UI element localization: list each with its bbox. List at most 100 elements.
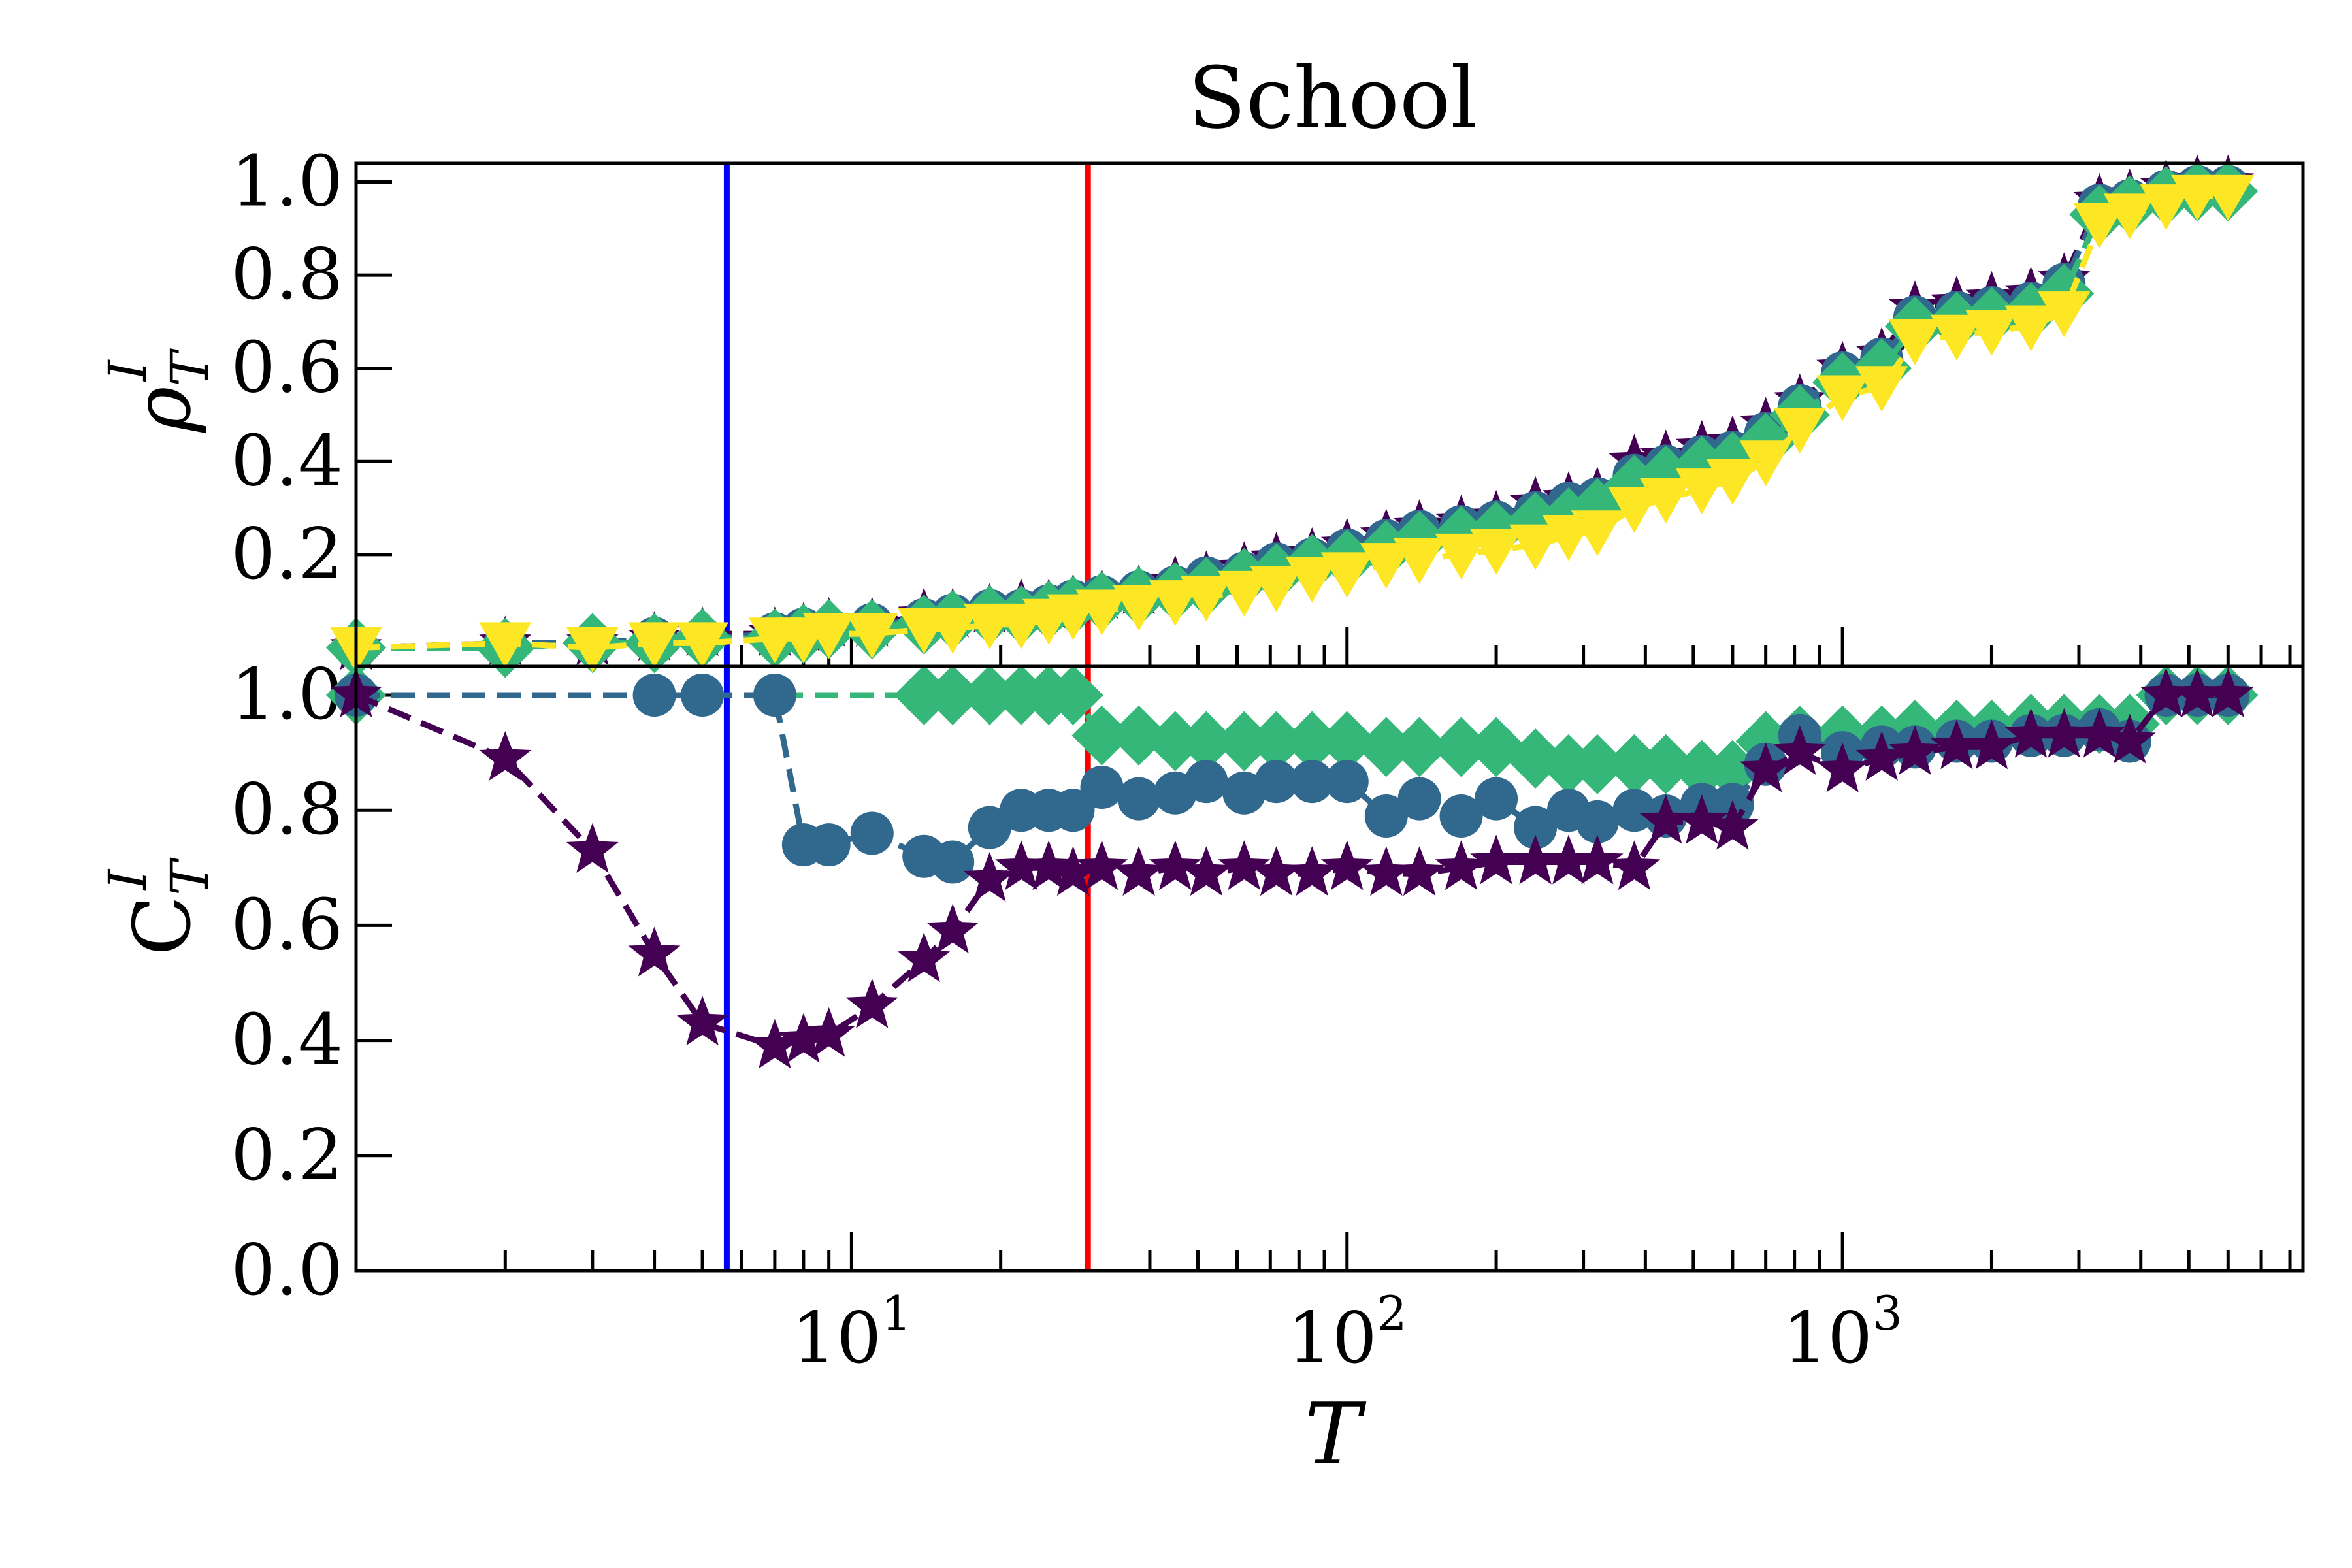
data-point-star: [479, 731, 532, 781]
data-point-star: [1047, 846, 1100, 896]
y-tick-label: 0.4: [231, 420, 343, 502]
data-point-triangle-down: [1250, 566, 1303, 612]
data-point-triangle-down: [2038, 291, 2091, 338]
data-point-triangle-down: [1639, 478, 1692, 524]
data-point-diamond: [1282, 711, 1343, 772]
data-point-triangle-down: [845, 613, 898, 659]
data-point-star: [1250, 846, 1303, 896]
data-point-circle: [1184, 760, 1228, 804]
data-point-diamond: [1071, 705, 1132, 766]
data-point-star: [1739, 742, 1792, 792]
data-point-triangle-down: [1706, 459, 1759, 505]
data-point-circle: [1051, 789, 1095, 832]
data-point-triangle-down: [2140, 184, 2193, 231]
data-point-triangle-down: [1218, 570, 1271, 617]
data-point-star: [845, 978, 898, 1028]
data-point-triangle-down: [566, 627, 619, 673]
data-point-triangle-down: [1075, 589, 1128, 636]
bottom-y-axis-label-subscript: T: [159, 857, 220, 896]
data-point-star: [1931, 719, 1983, 770]
series-line-star: [355, 692, 2229, 1050]
data-point-diamond: [1316, 711, 1377, 772]
data-point-triangle-down: [1675, 468, 1728, 515]
data-point-diamond: [923, 665, 983, 726]
data-point-star: [1360, 846, 1413, 896]
data-point-star: [1675, 794, 1728, 844]
top-y-axis-label: ρTI: [97, 348, 220, 434]
data-point-circle: [1364, 794, 1408, 838]
data-point-circle: [1117, 777, 1161, 821]
svg-text:ρTI: ρTI: [97, 348, 220, 434]
data-point-star: [1571, 834, 1624, 885]
bottom-y-axis-label-symbol: C: [118, 896, 208, 956]
top-y-axis-label-subscript: T: [159, 348, 220, 386]
data-point-circle: [1439, 794, 1483, 838]
data-point-diamond: [1604, 734, 1665, 794]
data-point-triangle-down: [1470, 529, 1523, 575]
data-point-diamond: [1176, 711, 1237, 772]
data-point-triangle-down: [2202, 174, 2255, 221]
data-point-diamond: [1567, 734, 1627, 794]
data-point-triangle-down: [1855, 366, 1908, 412]
data-point-star: [1639, 794, 1692, 844]
data-point-diamond: [1356, 717, 1416, 777]
top-panel: 0.2 0.4 0.6 0.8 1.0: [231, 141, 2305, 678]
data-point-circle: [1254, 760, 1298, 804]
y-tick-label: 1.0: [231, 141, 343, 223]
data-point-star: [1773, 725, 1826, 776]
data-point-star: [2202, 668, 2255, 717]
top-y-axis-label-symbol: ρ: [118, 386, 208, 434]
data-point-diamond: [1043, 665, 1103, 726]
data-point-star: [1320, 840, 1373, 890]
x-tick-label-base: 10: [1783, 1298, 1872, 1379]
x-tick-label-base: 10: [1287, 1298, 1377, 1379]
data-point-star: [1470, 834, 1522, 885]
x-tick-label-exponent: 2: [1377, 1286, 1407, 1341]
data-point-diamond: [1389, 717, 1450, 777]
data-point-star: [2038, 708, 2091, 758]
bottom-y-axis-label-superscript: I: [97, 868, 158, 891]
bottom-y-axis-label: CTI: [97, 857, 220, 956]
data-point-diamond: [1635, 734, 1696, 794]
data-point-star: [1113, 846, 1165, 896]
top-y-axis-label-superscript: I: [97, 359, 158, 382]
chart-title: School: [1188, 48, 1478, 148]
data-point-triangle-down: [926, 608, 979, 654]
data-point-circle: [850, 811, 894, 855]
data-point-triangle-down: [1435, 533, 1488, 580]
data-point-diamond: [1246, 711, 1307, 772]
x-tick-label: 102: [1287, 1286, 1407, 1379]
data-point-triangle-down: [1113, 585, 1166, 631]
data-point-circle: [753, 674, 796, 717]
y-tick-label: 0.6: [231, 884, 343, 966]
data-point-star: [1608, 840, 1661, 890]
data-point-circle: [632, 674, 676, 717]
data-point-triangle-down: [1965, 310, 2018, 356]
data-point-diamond: [1431, 717, 1492, 777]
data-point-star: [963, 852, 1016, 902]
data-point-triangle-down: [1888, 319, 1941, 365]
data-point-star: [1889, 725, 1941, 776]
data-point-star: [1180, 846, 1233, 896]
data-point-star: [1816, 742, 1869, 792]
data-point-triangle-down: [1286, 557, 1339, 603]
y-tick-label: 0.0: [231, 1230, 343, 1311]
data-point-star: [1707, 800, 1759, 850]
data-point-star: [1855, 731, 1908, 781]
data-point-triangle-down: [2004, 305, 2057, 351]
x-tick-label-base: 10: [792, 1298, 881, 1379]
data-point-circle: [807, 823, 851, 867]
data-point-circle: [1080, 766, 1124, 809]
bottom-plot-frame: [354, 664, 2305, 1273]
data-point-triangle-down: [1571, 510, 1624, 557]
data-point-triangle-down: [1930, 314, 1983, 361]
data-point-triangle-down: [1509, 524, 1562, 570]
data-point-star: [926, 904, 979, 954]
data-point-star: [2140, 668, 2193, 717]
data-point-triangle-down: [1739, 440, 1792, 487]
data-point-star: [1435, 840, 1488, 890]
data-point-star: [2171, 668, 2224, 717]
data-point-circle: [968, 806, 1011, 849]
data-point-triangle-down: [479, 622, 532, 668]
